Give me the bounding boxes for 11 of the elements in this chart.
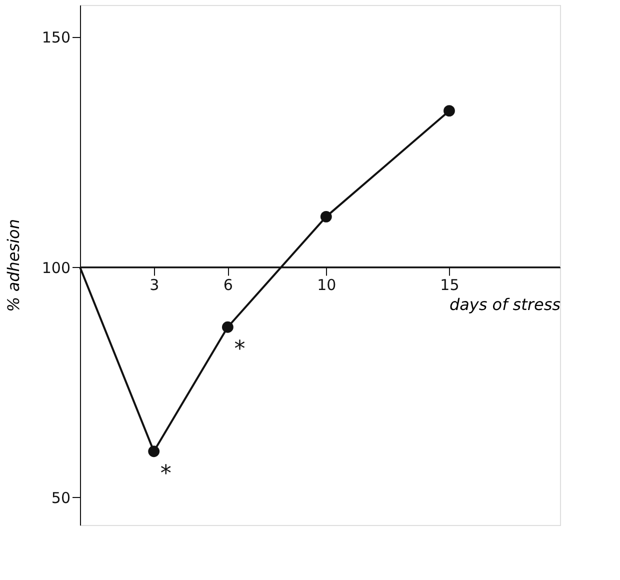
x-tick-label: 3 [150, 276, 160, 294]
x-tick-label: 15 [440, 276, 460, 294]
y-tick-label: 150 [42, 28, 70, 47]
x-axis-title: days of stress [449, 294, 560, 314]
annotation: * [160, 461, 172, 486]
x-tick-label: 10 [317, 276, 336, 294]
x-tick-label: 6 [223, 276, 233, 294]
y-tick-label: 50 [51, 488, 70, 507]
y-axis-title: % adhesion [4, 219, 23, 312]
annotation: * [234, 337, 246, 362]
y-tick-label: 100 [42, 258, 70, 277]
